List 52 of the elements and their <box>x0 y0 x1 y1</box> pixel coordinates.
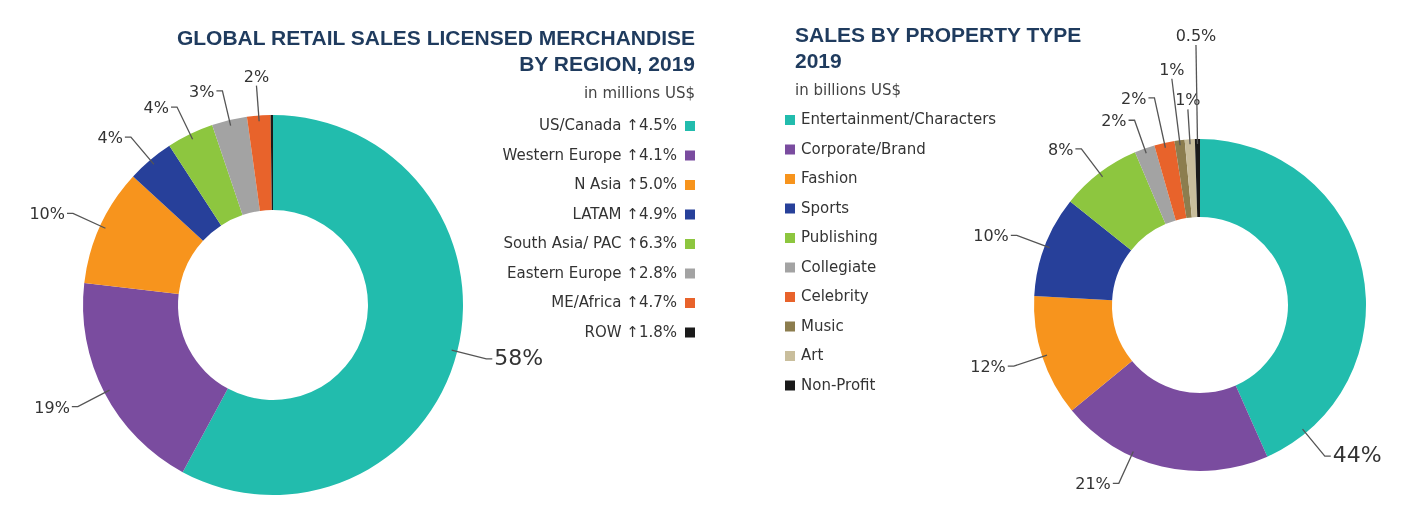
legend-label: Collegiate <box>801 257 877 276</box>
legend-label: South Asia/ PAC ↑6.3% <box>503 234 677 252</box>
text: in millions US$ <box>583 84 695 102</box>
data-label: 8% <box>1048 139 1074 159</box>
legend-label: Western Europe ↑4.1% <box>502 145 677 164</box>
legend-label: LATAM ↑4.9% <box>572 204 677 223</box>
donut-slice <box>1184 139 1198 218</box>
data-label: 19% <box>34 397 70 417</box>
data-label: 12% <box>970 357 1006 377</box>
donut-slice <box>1071 360 1268 471</box>
data-label: 10% <box>29 204 65 224</box>
legend-label: Celebrity <box>801 287 869 305</box>
data-label: 10% <box>973 226 1009 246</box>
donut-slice <box>133 145 222 241</box>
legend-label: Sports <box>801 198 850 217</box>
donut-slice <box>1154 140 1187 221</box>
data-label: 0.5% <box>1175 26 1217 46</box>
data-label: 21% <box>1075 474 1111 494</box>
legend-label: Publishing <box>801 228 878 246</box>
data-label: 2% <box>1121 88 1147 108</box>
legend-label: N Asia ↑5.0% <box>574 175 677 193</box>
legend-label: Non-Profit <box>801 375 876 394</box>
legend-label: Corporate/Brand <box>801 139 926 158</box>
donut-slice <box>1134 145 1176 225</box>
donut-slice <box>83 283 228 473</box>
data-label: 44% <box>1332 442 1382 468</box>
data-label: 1% <box>1159 59 1185 79</box>
donut-slice <box>270 115 273 211</box>
legend-label: ROW ↑1.8% <box>584 322 677 341</box>
legend-label: Music <box>801 316 844 335</box>
donut-slice <box>246 115 272 211</box>
data-label: 2% <box>1101 111 1127 131</box>
legend-label: Fashion <box>801 169 858 187</box>
donut-slice <box>212 116 260 216</box>
data-label: 4% <box>143 98 170 118</box>
donut-slice <box>84 176 204 294</box>
donut-slice <box>1194 139 1200 218</box>
data-label: 58% <box>494 344 544 370</box>
data-label: 3% <box>189 81 215 101</box>
legend-label: Entertainment/Characters <box>801 110 997 128</box>
text: in billions US$ <box>795 81 901 99</box>
legend-label: US/Canada ↑4.5% <box>538 116 677 134</box>
legend-label: Eastern Europe ↑2.8% <box>507 263 677 282</box>
chart-title: SALES BY PROPERTY TYPE 2019 <box>795 23 1082 72</box>
legend-label: Art <box>801 346 824 364</box>
donut-slice <box>1034 296 1133 411</box>
donut-slice <box>169 125 243 226</box>
donut-slice <box>1174 139 1192 219</box>
donut-slice <box>1034 201 1132 301</box>
legend-label: ME/Africa ↑4.7% <box>551 293 677 311</box>
data-label: 4% <box>97 128 123 148</box>
donut-slice <box>182 115 463 495</box>
